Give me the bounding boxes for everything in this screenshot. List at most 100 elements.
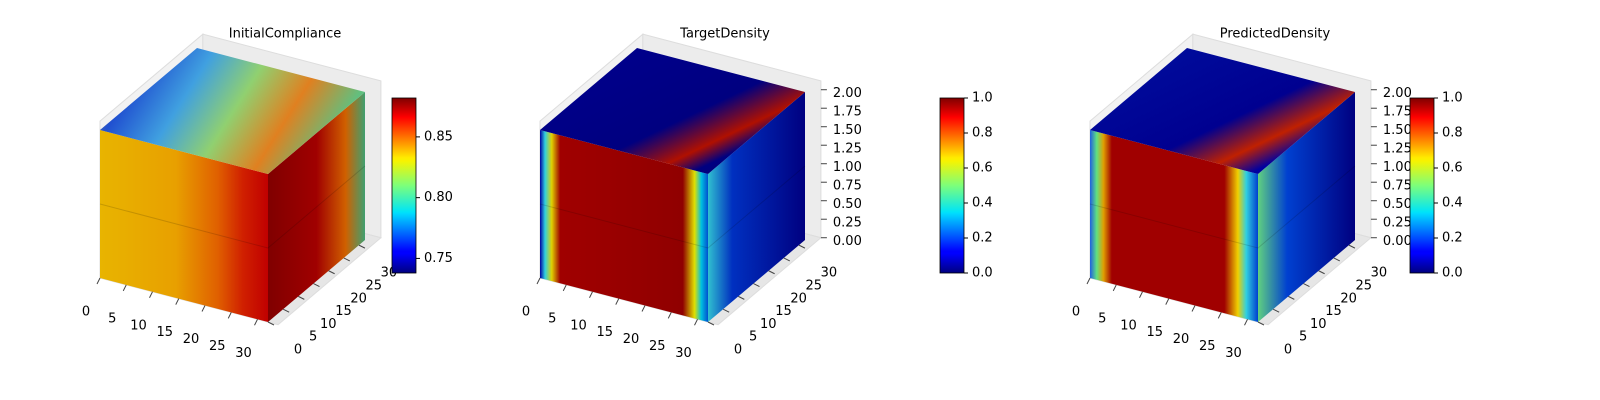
colorbar-tick-label: 0.85 (424, 129, 453, 144)
x-tick (201, 305, 206, 312)
x-tick-label: 15 (156, 325, 173, 340)
y-tick-label: 10 (320, 317, 337, 332)
y-tick (1318, 270, 1325, 275)
voxel-face (540, 130, 708, 322)
z-tick-label: 2.00 (833, 86, 862, 101)
y-tick (707, 321, 715, 326)
x-tick (96, 277, 101, 285)
voxel-face (100, 130, 268, 322)
y-tick-label: 25 (1356, 278, 1373, 293)
y-tick (722, 308, 730, 313)
colorbar-tick-label: 0.75 (424, 251, 453, 266)
x-tick (562, 284, 567, 292)
x-tick-label: 0 (82, 305, 90, 320)
y-tick (768, 270, 775, 275)
y-tick-label: 20 (790, 291, 807, 306)
x-tick-label: 0 (1072, 305, 1080, 320)
y-tick-label: 30 (821, 266, 838, 281)
y-tick (267, 321, 275, 326)
colorbar-tick-label: 0.8 (1442, 126, 1463, 141)
x-tick (1165, 298, 1170, 305)
y-tick (738, 295, 745, 300)
z-tick-label: 1.50 (833, 123, 862, 138)
x-tick-label: 15 (1146, 325, 1163, 340)
z-tick-label: 1.25 (833, 142, 862, 157)
y-tick (1272, 308, 1280, 313)
x-tick (227, 312, 232, 319)
x-tick-label: 15 (596, 325, 613, 340)
y-tick (798, 244, 806, 249)
subplot-title: TargetDensity (679, 27, 770, 42)
voxel-face (1258, 92, 1355, 322)
subplot-title: InitialCompliance (229, 27, 342, 42)
y-tick (282, 308, 290, 313)
y-tick-label: 20 (350, 291, 367, 306)
y-tick-label: 0 (734, 343, 742, 358)
z-tick-label: 1.50 (1383, 123, 1412, 138)
voxel-seam (99, 165, 366, 249)
y-tick-label: 20 (1340, 291, 1357, 306)
y-tick-label: 15 (775, 304, 792, 319)
x-tick-label: 5 (1098, 311, 1106, 326)
x-tick-label: 30 (1225, 346, 1242, 361)
y-tick (1348, 244, 1356, 249)
colorbar-tick-label: 0.80 (424, 190, 453, 205)
x-tick-label: 30 (675, 346, 692, 361)
colorbar-tick-label: 0.2 (972, 231, 993, 246)
z-tick-label: 1.25 (1383, 142, 1412, 157)
voxel-face (708, 92, 805, 322)
z-tick-label: 2.00 (1383, 86, 1412, 101)
y-tick (783, 257, 791, 262)
voxel-face (100, 48, 365, 174)
z-tick-label: 0.75 (833, 179, 862, 194)
z-tick-label: 1.00 (1383, 160, 1412, 175)
colorbar (1409, 97, 1435, 274)
y-tick (298, 295, 305, 300)
colorbar-tick-label: 0.4 (1442, 196, 1463, 211)
colorbar-tick-label: 0.8 (972, 126, 993, 141)
y-tick (358, 244, 366, 249)
colorbar-tick-label: 0.6 (1442, 161, 1463, 176)
x-tick (641, 305, 646, 312)
y-tick (1333, 257, 1341, 262)
y-tick (1303, 283, 1310, 288)
x-tick (536, 277, 541, 285)
x-tick-label: 25 (209, 339, 226, 354)
y-tick-label: 0 (294, 343, 302, 358)
y-tick-label: 25 (366, 278, 383, 293)
colorbar (391, 97, 417, 274)
subplot-title: PredictedDensity (1220, 27, 1331, 42)
z-tick-label: 0.50 (1383, 197, 1412, 212)
y-tick-label: 0 (1284, 343, 1292, 358)
voxel-seam (1089, 165, 1356, 249)
x-tick (1086, 277, 1091, 285)
y-tick (343, 257, 351, 262)
x-tick-label: 10 (1120, 318, 1137, 333)
x-tick (254, 319, 258, 326)
y-tick-label: 10 (1310, 317, 1327, 332)
x-tick (149, 291, 153, 298)
y-tick-label: 5 (309, 330, 317, 345)
colorbar-tick-label: 1.0 (1442, 91, 1463, 106)
x-tick-label: 10 (130, 318, 147, 333)
z-tick-label: 0.00 (1383, 234, 1412, 249)
x-tick (1191, 305, 1196, 312)
x-tick (122, 284, 127, 292)
colorbar-tick-label: 0.0 (1442, 266, 1463, 281)
z-tick-label: 0.25 (833, 216, 862, 231)
z-tick-label: 0.25 (1383, 216, 1412, 231)
x-tick (1112, 284, 1117, 292)
x-tick-label: 0 (522, 305, 530, 320)
z-tick-label: 1.75 (1383, 105, 1412, 120)
x-tick-label: 30 (235, 346, 252, 361)
voxel-face (1090, 130, 1258, 322)
x-tick-label: 25 (649, 339, 666, 354)
z-tick-label: 0.75 (1383, 179, 1412, 194)
x-tick-label: 5 (108, 311, 116, 326)
colorbar-tick-label: 0.0 (972, 266, 993, 281)
x-tick-label: 20 (1173, 332, 1190, 347)
voxel-face (268, 92, 365, 322)
colorbar-tick-label: 1.0 (972, 91, 993, 106)
x-tick-label: 5 (548, 311, 556, 326)
